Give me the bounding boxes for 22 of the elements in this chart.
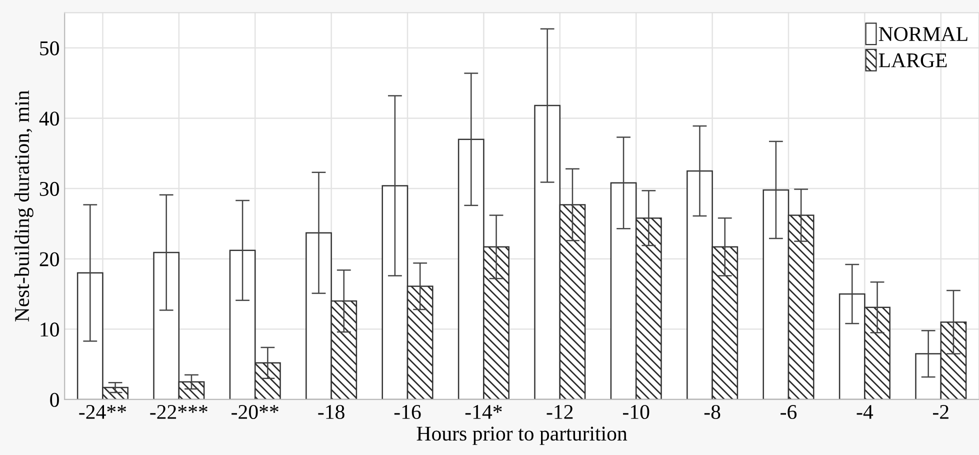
x-tick-label: -20**: [232, 404, 278, 420]
x-tick-label: -18: [318, 404, 344, 420]
x-tick-label: -16: [394, 405, 421, 420]
legend-label: LARGE: [878, 53, 947, 68]
y-tick-label: 40: [39, 112, 59, 126]
x-tick-label: -2: [933, 405, 948, 419]
y-axis-title: Nest-building duration, min: [14, 90, 34, 322]
x-axis-title: Hours prior to parturition: [416, 426, 628, 445]
y-tick-label: 0: [50, 392, 59, 407]
x-tick-label: -8: [704, 404, 720, 420]
y-tick-label: 20: [40, 252, 59, 266]
x-tick-label: -6: [780, 405, 797, 420]
y-tick-label: 30: [40, 182, 59, 196]
x-tick-label: -10: [622, 404, 650, 420]
x-tick-label: -4: [856, 405, 874, 419]
x-tick-label: -12: [546, 405, 573, 419]
y-tick-label: 50: [40, 41, 59, 56]
x-tick-label: -14*: [465, 405, 502, 419]
legend-label: NORMAL: [878, 27, 968, 42]
x-tick-label: -24**: [79, 405, 126, 419]
y-tick-label: 10: [40, 322, 59, 337]
x-tick-label: -22***: [150, 405, 208, 419]
